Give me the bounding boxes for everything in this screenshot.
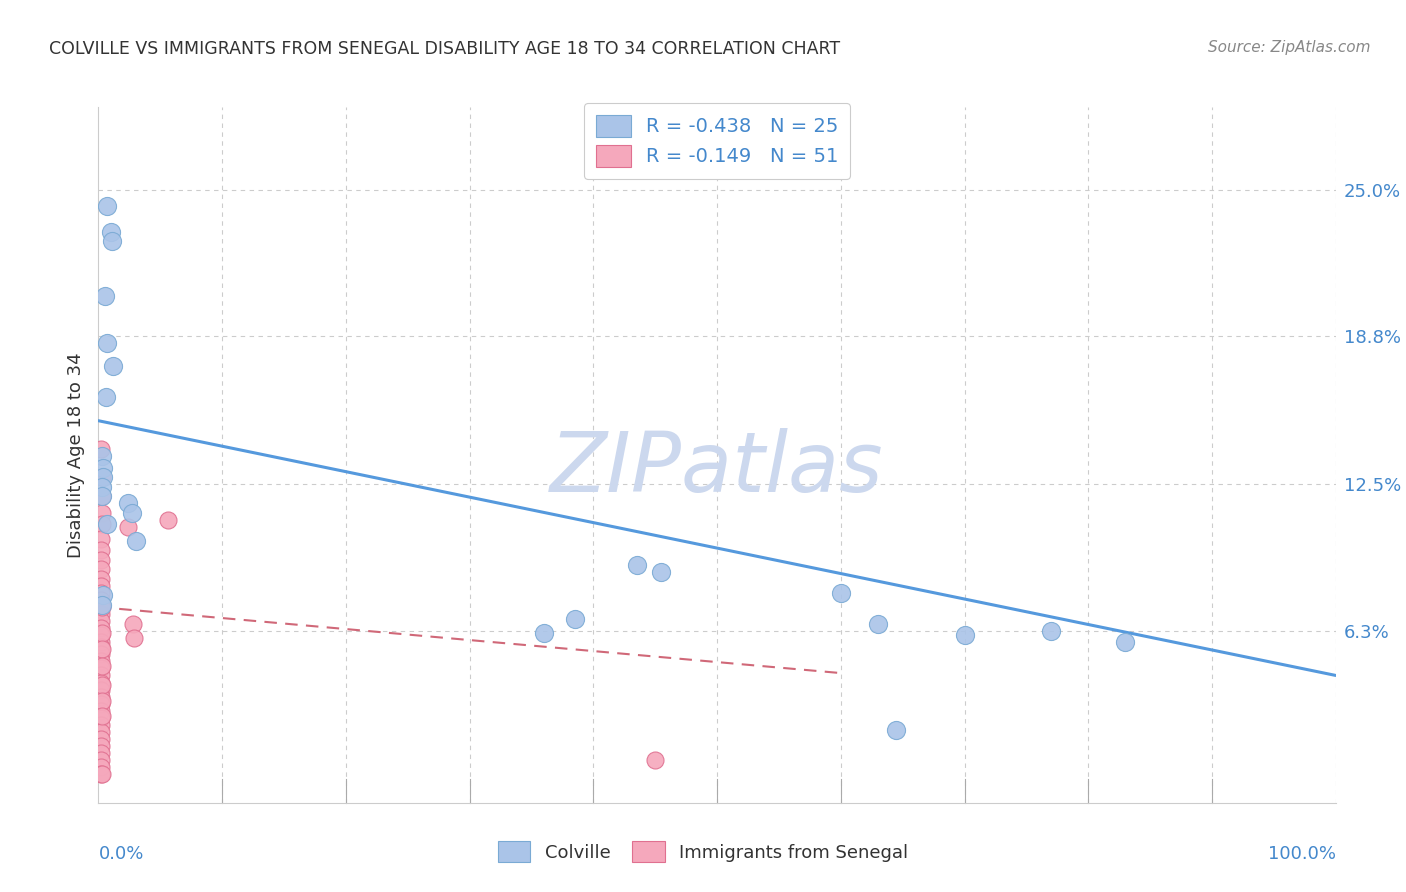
Point	[101, 235, 124, 249]
Text: 100.0%: 100.0%	[1268, 845, 1336, 863]
Point	[91, 626, 114, 640]
Point	[93, 461, 115, 475]
Point	[91, 489, 114, 503]
Point	[866, 616, 889, 631]
Point	[91, 506, 114, 520]
Point	[564, 612, 586, 626]
Point	[91, 708, 114, 723]
Legend: Colville, Immigrants from Senegal: Colville, Immigrants from Senegal	[491, 834, 915, 870]
Point	[90, 767, 112, 781]
Text: COLVILLE VS IMMIGRANTS FROM SENEGAL DISABILITY AGE 18 TO 34 CORRELATION CHART: COLVILLE VS IMMIGRANTS FROM SENEGAL DISA…	[49, 40, 841, 58]
Point	[90, 682, 112, 697]
Text: 0.0%: 0.0%	[98, 845, 143, 863]
Point	[91, 449, 114, 463]
Point	[96, 517, 118, 532]
Point	[90, 640, 112, 654]
Y-axis label: Disability Age 18 to 34: Disability Age 18 to 34	[66, 352, 84, 558]
Point	[121, 506, 143, 520]
Point	[90, 697, 112, 711]
Point	[90, 690, 112, 704]
Point	[953, 628, 976, 642]
Legend: R = -0.438   N = 25, R = -0.149   N = 51: R = -0.438 N = 25, R = -0.149 N = 51	[583, 103, 851, 179]
Point	[830, 586, 852, 600]
Point	[90, 579, 112, 593]
Point	[90, 732, 112, 747]
Point	[91, 600, 114, 615]
Point	[90, 572, 112, 586]
Point	[644, 753, 666, 767]
Point	[90, 718, 112, 732]
Point	[90, 661, 112, 675]
Point	[117, 520, 139, 534]
Point	[90, 553, 112, 567]
Point	[156, 513, 179, 527]
Point	[90, 543, 112, 558]
Point	[100, 225, 122, 239]
Point	[886, 723, 908, 737]
Point	[90, 586, 112, 600]
Point	[1040, 624, 1063, 638]
Point	[93, 470, 115, 484]
Point	[650, 565, 672, 579]
Point	[90, 621, 112, 635]
Point	[91, 517, 114, 532]
Point	[90, 635, 112, 649]
Point	[90, 607, 112, 621]
Point	[90, 593, 112, 607]
Point	[626, 558, 648, 572]
Point	[91, 678, 114, 692]
Point	[117, 496, 139, 510]
Point	[90, 628, 112, 642]
Point	[90, 704, 112, 718]
Point	[91, 598, 114, 612]
Point	[533, 626, 555, 640]
Point	[96, 199, 118, 213]
Point	[124, 534, 146, 549]
Point	[96, 335, 118, 350]
Point	[90, 442, 112, 456]
Point	[91, 659, 114, 673]
Point	[124, 631, 146, 645]
Point	[90, 739, 112, 754]
Text: ZIPatlas: ZIPatlas	[550, 428, 884, 509]
Point	[90, 746, 112, 760]
Point	[94, 390, 117, 404]
Point	[91, 694, 114, 708]
Point	[122, 616, 145, 631]
Point	[90, 654, 112, 668]
Point	[90, 532, 112, 546]
Point	[90, 600, 112, 615]
Point	[93, 588, 115, 602]
Point	[93, 289, 115, 303]
Point	[90, 675, 112, 690]
Point	[90, 753, 112, 767]
Point	[91, 489, 114, 503]
Point	[90, 760, 112, 774]
Point	[91, 767, 114, 781]
Point	[1114, 635, 1136, 649]
Point	[91, 480, 114, 494]
Point	[90, 614, 112, 628]
Point	[90, 725, 112, 739]
Point	[90, 562, 112, 576]
Point	[90, 711, 112, 725]
Point	[103, 359, 125, 374]
Point	[91, 470, 114, 484]
Text: Source: ZipAtlas.com: Source: ZipAtlas.com	[1208, 40, 1371, 55]
Point	[91, 642, 114, 657]
Point	[90, 668, 112, 682]
Point	[90, 647, 112, 661]
